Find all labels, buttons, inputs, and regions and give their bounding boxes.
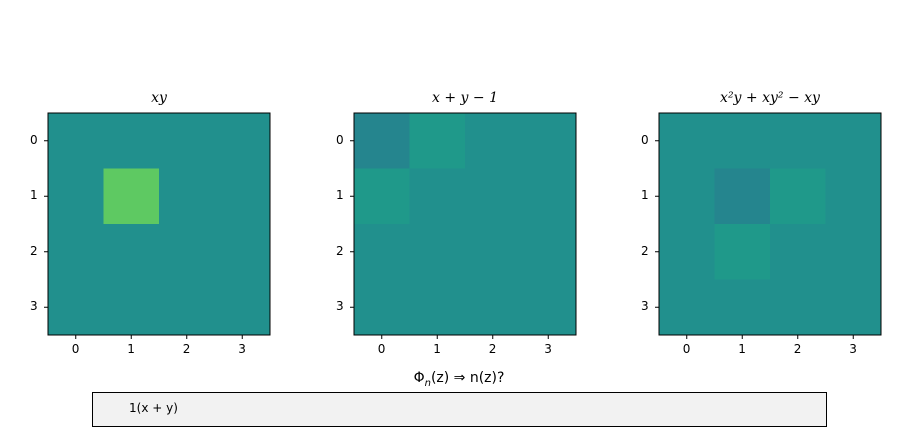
x-tick-label: 3 bbox=[238, 342, 246, 356]
y-tick-label: 1 bbox=[336, 188, 344, 203]
x-tick-label: 2 bbox=[793, 342, 802, 356]
axes-frame bbox=[353, 112, 577, 336]
y-tick-label: 0 bbox=[336, 132, 344, 147]
heatmap-cell bbox=[770, 168, 826, 225]
heatmap-cell bbox=[103, 168, 160, 225]
heatmap-cell bbox=[354, 113, 410, 169]
heatmap-cell bbox=[103, 113, 160, 169]
heatmap-cell bbox=[409, 168, 466, 225]
heatmap-cell bbox=[214, 113, 271, 169]
x-tick-label: 3 bbox=[849, 342, 857, 356]
label-phi: Φ bbox=[413, 370, 425, 386]
heatmap-cell bbox=[520, 224, 577, 280]
expression-input[interactable]: 1(x + y) bbox=[92, 392, 827, 427]
heatmap-axes bbox=[350, 112, 577, 339]
heatmap-cell bbox=[714, 168, 771, 225]
axes-frame bbox=[47, 112, 271, 336]
heatmap-cell bbox=[48, 279, 104, 336]
y-tick-label: 2 bbox=[30, 243, 38, 258]
heatmap-axes bbox=[655, 112, 882, 339]
heatmap-cell bbox=[159, 168, 215, 225]
y-tick-label: 1 bbox=[641, 188, 649, 203]
x-tick-label: 2 bbox=[488, 342, 497, 356]
axes-frame bbox=[658, 112, 882, 336]
heatmap-cell bbox=[214, 279, 271, 336]
heatmap-cell bbox=[409, 113, 466, 169]
heatmap-cell bbox=[825, 113, 882, 169]
heatmap-cell bbox=[159, 279, 215, 336]
heatmap-cell bbox=[48, 113, 104, 169]
heatmap-cell bbox=[159, 113, 215, 169]
x-tick-label: 0 bbox=[682, 342, 691, 356]
textbox-label: Φn(z) ⇒ n(z)? bbox=[0, 370, 918, 389]
heatmap-cell bbox=[48, 168, 104, 225]
heatmap-cell bbox=[409, 224, 466, 280]
label-subscript: n bbox=[424, 377, 431, 389]
heatmap-cell bbox=[354, 279, 410, 336]
heatmap-title: x²y + xy² − xy bbox=[720, 90, 820, 106]
y-tick-label: 2 bbox=[336, 243, 344, 258]
heatmap-cell bbox=[354, 224, 410, 280]
y-tick-label: 3 bbox=[30, 299, 38, 314]
heatmap-cell bbox=[214, 168, 271, 225]
heatmap-cell bbox=[103, 224, 160, 280]
heatmap-cell bbox=[659, 224, 715, 280]
y-tick-label: 2 bbox=[641, 243, 649, 258]
heatmap-cell bbox=[825, 224, 882, 280]
heatmap-cell bbox=[103, 279, 160, 336]
heatmap-cell bbox=[825, 279, 882, 336]
x-tick-label: 2 bbox=[182, 342, 191, 356]
heatmap-cell bbox=[770, 279, 826, 336]
heatmap-cell bbox=[714, 113, 771, 169]
y-tick-label: 1 bbox=[30, 188, 38, 203]
x-tick-label: 1 bbox=[738, 342, 746, 356]
heatmap-cell bbox=[714, 224, 771, 280]
heatmap-cell bbox=[659, 168, 715, 225]
heatmap-title: xy bbox=[151, 90, 167, 106]
heatmap-cell bbox=[659, 113, 715, 169]
heatmap-cell bbox=[770, 224, 826, 280]
x-tick-label: 0 bbox=[71, 342, 80, 356]
x-tick-label: 1 bbox=[433, 342, 441, 356]
heatmap-cell bbox=[659, 279, 715, 336]
heatmap-cell bbox=[409, 279, 466, 336]
heatmap-cell bbox=[465, 113, 521, 169]
heatmap-cell bbox=[159, 224, 215, 280]
heatmap-cell bbox=[354, 168, 410, 225]
heatmap-cell bbox=[48, 224, 104, 280]
heatmap-cell bbox=[465, 224, 521, 280]
heatmap-cell bbox=[520, 168, 577, 225]
heatmap-cell bbox=[520, 113, 577, 169]
y-tick-label: 0 bbox=[30, 132, 38, 147]
heatmap-cell bbox=[520, 279, 577, 336]
x-tick-label: 3 bbox=[544, 342, 552, 356]
y-tick-label: 3 bbox=[336, 299, 344, 314]
heatmap-cell bbox=[465, 168, 521, 225]
heatmap-cell bbox=[825, 168, 882, 225]
heatmap-cell bbox=[214, 224, 271, 280]
y-tick-label: 0 bbox=[641, 132, 649, 147]
heatmap-cell bbox=[714, 279, 771, 336]
x-tick-label: 0 bbox=[377, 342, 386, 356]
label-rest: (z) ⇒ n(z)? bbox=[430, 370, 505, 386]
heatmap-title: x + y − 1 bbox=[432, 90, 498, 106]
x-tick-label: 1 bbox=[127, 342, 135, 356]
heatmap-cell bbox=[465, 279, 521, 336]
heatmap-cell bbox=[770, 113, 826, 169]
y-tick-label: 3 bbox=[641, 299, 649, 314]
expression-input-value: 1(x + y) bbox=[129, 401, 178, 415]
heatmap-axes bbox=[44, 112, 271, 339]
